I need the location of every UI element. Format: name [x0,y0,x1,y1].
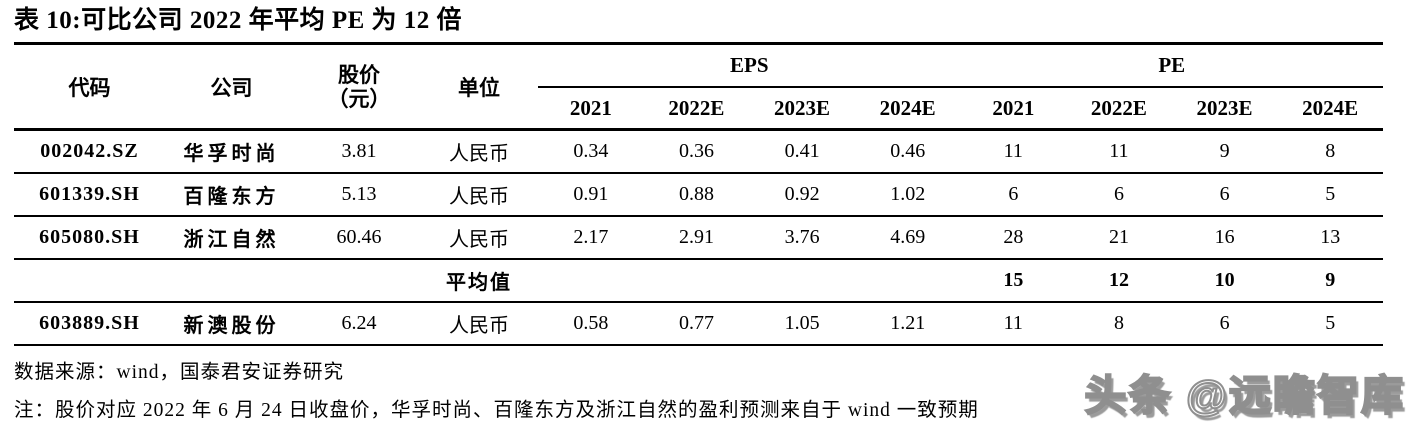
header-group-eps: EPS [538,45,961,88]
table-row: 605080.SH 浙江自然 60.46 人民币 2.17 2.91 3.76 … [14,217,1383,260]
code-cell: 601339.SH [39,183,140,205]
eps-2023e-cell: 0.92 [784,183,820,205]
table-title-block: 表 10:可比公司 2022 年平均 PE 为 12 倍 [14,5,1383,45]
header-eps-2023e: 2023E [774,95,831,120]
eps-2024e-cell: 0.46 [890,140,926,162]
pe-2024e-average: 9 [1325,269,1336,291]
header-pe-2023e: 2023E [1196,95,1253,120]
price-cell: 60.46 [336,226,382,248]
eps-2022e-cell: 2.91 [678,226,714,248]
unit-cell: 人民币 [449,229,509,251]
average-label: 平均值 [446,272,512,294]
average-row: 平均值 15 12 10 9 [14,260,1383,303]
header-unit: 单位 [458,75,500,100]
footnote: 注：股价对应 2022 年 6 月 24 日收盘价，华孚时尚、百隆东方及浙江自然… [14,400,979,421]
eps-2021-cell: 0.34 [573,140,609,162]
header-price: 股价 （元） [298,45,420,128]
unit-cell: 人民币 [449,186,509,208]
header-eps-2022e: 2022E [668,95,725,120]
pe-2023e-cell: 16 [1214,226,1235,248]
code-cell: 605080.SH [39,226,140,248]
eps-2021-cell: 2.17 [573,226,609,248]
pe-2024e-cell: 5 [1325,183,1336,205]
pe-2021-average: 15 [1003,269,1024,291]
company-cell: 浙江自然 [183,229,280,251]
pe-2023e-cell: 6 [1219,183,1230,205]
company-cell: 华孚时尚 [183,143,280,165]
comparable-companies-table: 代码 公司 股价 （元） 单位 EPS PE 2021 2022E 2023E … [14,45,1383,346]
header-price-line2: （元） [327,86,391,111]
eps-2022e-cell: 0.77 [678,312,714,334]
eps-2023e-cell: 3.76 [784,226,820,248]
pe-2024e-cell: 5 [1325,312,1336,334]
code-cell: 002042.SZ [40,140,139,162]
header-price-line1: 股价 [338,62,380,87]
eps-2021-cell: 0.58 [573,312,609,334]
table-header: 代码 公司 股价 （元） 单位 EPS PE 2021 2022E 2023E … [14,45,1383,131]
pe-2022e-cell: 6 [1113,183,1124,205]
watermark: 头条 @远瞻智库 [1083,371,1405,420]
eps-2022e-cell: 0.88 [678,183,714,205]
eps-2024e-cell: 1.02 [890,183,926,205]
header-pe-2021: 2021 [992,95,1035,120]
pe-2023e-cell: 9 [1219,140,1230,162]
code-cell: 603889.SH [39,312,140,334]
page-title: 表 10:可比公司 2022 年平均 PE 为 12 倍 [14,7,463,34]
eps-2023e-cell: 0.41 [784,140,820,162]
data-source-note: 数据来源：wind，国泰君安证券研究 [14,362,345,383]
pe-2021-cell: 6 [1008,183,1019,205]
unit-cell: 人民币 [449,143,509,165]
header-eps-2024e: 2024E [879,95,936,120]
table-row: 002042.SZ 华孚时尚 3.81 人民币 0.34 0.36 0.41 0… [14,131,1383,174]
pe-2022e-cell: 8 [1113,312,1124,334]
header-code: 代码 [68,75,111,100]
pe-2024e-cell: 13 [1320,226,1341,248]
pe-2021-cell: 11 [1003,312,1023,334]
header-company: 公司 [210,75,253,100]
pe-2022e-cell: 21 [1108,226,1129,248]
eps-2024e-cell: 4.69 [890,226,926,248]
eps-2024e-cell: 1.21 [890,312,926,334]
price-cell: 5.13 [341,183,377,205]
eps-2022e-cell: 0.36 [678,140,714,162]
pe-2022e-average: 12 [1108,269,1129,291]
pe-2024e-cell: 8 [1325,140,1336,162]
header-pe-2024e: 2024E [1302,95,1359,120]
price-cell: 6.24 [341,312,377,334]
eps-2021-cell: 0.91 [573,183,609,205]
table-row: 601339.SH 百隆东方 5.13 人民币 0.91 0.88 0.92 1… [14,174,1383,217]
pe-2021-cell: 28 [1003,226,1024,248]
company-cell: 新澳股份 [183,315,280,337]
table-row: 603889.SH 新澳股份 6.24 人民币 0.58 0.77 1.05 1… [14,303,1383,346]
eps-2023e-cell: 1.05 [784,312,820,334]
unit-cell: 人民币 [449,315,509,337]
pe-2023e-cell: 6 [1219,312,1230,334]
header-group-pe: PE [960,45,1383,88]
pe-2023e-average: 10 [1214,269,1235,291]
header-eps-2021: 2021 [569,95,612,120]
pe-2021-cell: 11 [1003,140,1023,162]
header-pe-2022e: 2022E [1090,95,1147,120]
price-cell: 3.81 [341,140,377,162]
pe-2022e-cell: 11 [1109,140,1129,162]
company-cell: 百隆东方 [183,186,280,208]
